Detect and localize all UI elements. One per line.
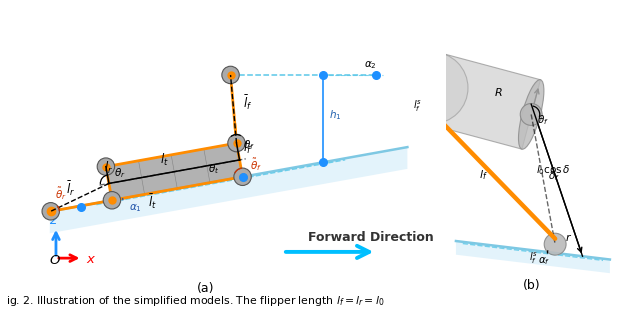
Ellipse shape [419, 53, 445, 123]
Circle shape [222, 66, 239, 84]
Text: $\bar{l}_t$: $\bar{l}_t$ [148, 192, 157, 211]
Text: Forward Direction: Forward Direction [308, 231, 434, 244]
Circle shape [544, 233, 566, 255]
Text: $\theta_t$: $\theta_t$ [209, 162, 220, 175]
Circle shape [396, 52, 468, 124]
Text: $\delta_f$: $\delta_f$ [548, 169, 560, 183]
Text: $l_t$: $l_t$ [160, 152, 168, 168]
Text: $l_f^s$: $l_f^s$ [413, 98, 422, 114]
Circle shape [228, 134, 245, 152]
Text: $x$: $x$ [86, 253, 96, 266]
Polygon shape [456, 241, 610, 273]
Text: $\tilde{\theta}_r$: $\tilde{\theta}_r$ [56, 185, 67, 202]
Circle shape [103, 192, 121, 209]
Text: $l_f$: $l_f$ [243, 140, 252, 156]
Text: $\theta_r$: $\theta_r$ [113, 167, 125, 180]
Text: $\alpha_f$: $\alpha_f$ [538, 255, 550, 267]
Circle shape [42, 202, 60, 220]
Circle shape [97, 158, 115, 175]
Polygon shape [423, 53, 541, 149]
Text: $l_f$: $l_f$ [479, 168, 488, 182]
Text: ig. 2. Illustration of the simplified models. The flipper length $l_f = l_r = l_: ig. 2. Illustration of the simplified mo… [6, 294, 385, 308]
Text: $\bar{l}_f$: $\bar{l}_f$ [243, 93, 252, 112]
Text: $r$: $r$ [565, 232, 573, 243]
Text: $l_f^s$: $l_f^s$ [529, 251, 538, 267]
Text: $\tilde{\theta}_f$: $\tilde{\theta}_f$ [250, 156, 262, 173]
Text: $\theta_f$: $\theta_f$ [538, 113, 549, 127]
Text: $\bar{l}_r$: $\bar{l}_r$ [66, 180, 75, 198]
Text: $\alpha_2$: $\alpha_2$ [364, 59, 376, 71]
Circle shape [520, 104, 542, 125]
Text: $R$: $R$ [493, 86, 502, 98]
Text: $z$: $z$ [49, 214, 58, 227]
Ellipse shape [518, 80, 544, 149]
Text: $l_r$: $l_r$ [104, 160, 113, 176]
Polygon shape [50, 147, 408, 233]
Text: $\alpha_1$: $\alpha_1$ [129, 202, 142, 214]
Text: (b): (b) [522, 279, 540, 292]
Text: $h_1$: $h_1$ [329, 109, 342, 123]
Polygon shape [106, 143, 243, 200]
Text: (a): (a) [196, 282, 214, 295]
Circle shape [234, 168, 252, 185]
Text: $l_0\cos\delta$: $l_0\cos\delta$ [536, 163, 571, 177]
Text: $\theta_f$: $\theta_f$ [243, 138, 255, 151]
Text: $O$: $O$ [49, 254, 61, 267]
